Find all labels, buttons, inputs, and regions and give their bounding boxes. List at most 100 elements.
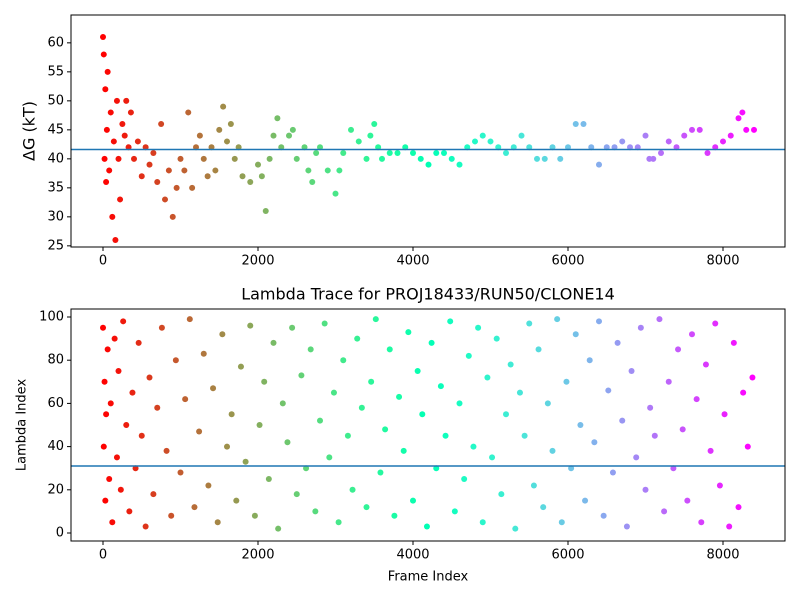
point — [289, 126, 296, 133]
point — [521, 432, 528, 439]
point — [534, 155, 541, 162]
point — [371, 121, 378, 128]
point — [510, 144, 517, 151]
point — [661, 508, 668, 515]
point — [214, 519, 221, 526]
y-axis-label: ΔG (kT) — [20, 101, 39, 161]
y-tick-label: 55 — [47, 64, 64, 79]
point — [377, 469, 384, 476]
point — [125, 144, 132, 151]
point — [109, 519, 116, 526]
point — [278, 144, 285, 151]
point — [110, 138, 117, 145]
point — [163, 447, 170, 454]
point — [150, 150, 157, 157]
point — [312, 508, 319, 515]
point — [103, 179, 110, 186]
point — [165, 167, 172, 174]
point — [565, 144, 572, 151]
point — [286, 132, 293, 139]
point — [142, 523, 149, 530]
point — [177, 155, 184, 162]
point — [544, 400, 551, 407]
point — [191, 504, 198, 511]
axes-frame — [70, 14, 786, 248]
point — [665, 378, 672, 385]
point — [707, 447, 714, 454]
point — [131, 155, 138, 162]
point — [138, 173, 145, 180]
point — [448, 155, 455, 162]
point — [284, 439, 291, 446]
point — [262, 208, 269, 215]
point — [402, 144, 409, 151]
point — [588, 144, 595, 151]
x-tick-label: 4000 — [396, 254, 429, 269]
point — [103, 126, 110, 133]
point — [224, 138, 231, 145]
y-tick-label: 60 — [47, 396, 64, 411]
point — [233, 497, 240, 504]
point — [150, 491, 157, 498]
point — [107, 109, 114, 116]
point — [623, 523, 630, 530]
point — [472, 138, 479, 145]
point — [301, 144, 308, 151]
point — [279, 400, 286, 407]
point — [251, 512, 258, 519]
point — [730, 339, 737, 346]
point — [704, 150, 711, 157]
x-tick-label: 6000 — [551, 254, 584, 269]
point — [134, 138, 141, 145]
point — [563, 378, 570, 385]
point — [193, 144, 200, 151]
point — [208, 144, 215, 151]
point — [100, 51, 107, 58]
point — [135, 339, 142, 346]
point — [461, 476, 468, 483]
point — [487, 138, 494, 145]
point — [726, 523, 733, 530]
point — [101, 155, 108, 162]
point — [479, 132, 486, 139]
point — [340, 150, 347, 157]
point — [305, 167, 312, 174]
y-tick-label: 40 — [47, 439, 64, 454]
point — [104, 346, 111, 353]
point — [441, 150, 448, 157]
point — [181, 167, 188, 174]
point — [503, 411, 510, 418]
point — [530, 482, 537, 489]
point — [307, 346, 314, 353]
point — [154, 404, 161, 411]
point — [698, 519, 705, 526]
point — [425, 161, 432, 168]
point — [358, 404, 365, 411]
point — [582, 497, 589, 504]
point — [274, 115, 281, 122]
point — [614, 339, 621, 346]
point — [456, 400, 463, 407]
point — [196, 428, 203, 435]
point — [123, 97, 130, 104]
point — [162, 196, 169, 203]
point — [423, 523, 430, 530]
point — [235, 144, 242, 151]
point — [212, 167, 219, 174]
point — [239, 173, 246, 180]
point — [100, 443, 107, 450]
point — [115, 367, 122, 374]
point — [609, 469, 616, 476]
point — [106, 167, 113, 174]
point — [417, 155, 424, 162]
point — [317, 144, 324, 151]
point — [400, 447, 407, 454]
point — [391, 512, 398, 519]
point — [189, 184, 196, 191]
point — [109, 213, 116, 220]
point — [721, 411, 728, 418]
point — [516, 389, 523, 396]
point — [293, 155, 300, 162]
point — [512, 525, 519, 532]
point — [224, 443, 231, 450]
